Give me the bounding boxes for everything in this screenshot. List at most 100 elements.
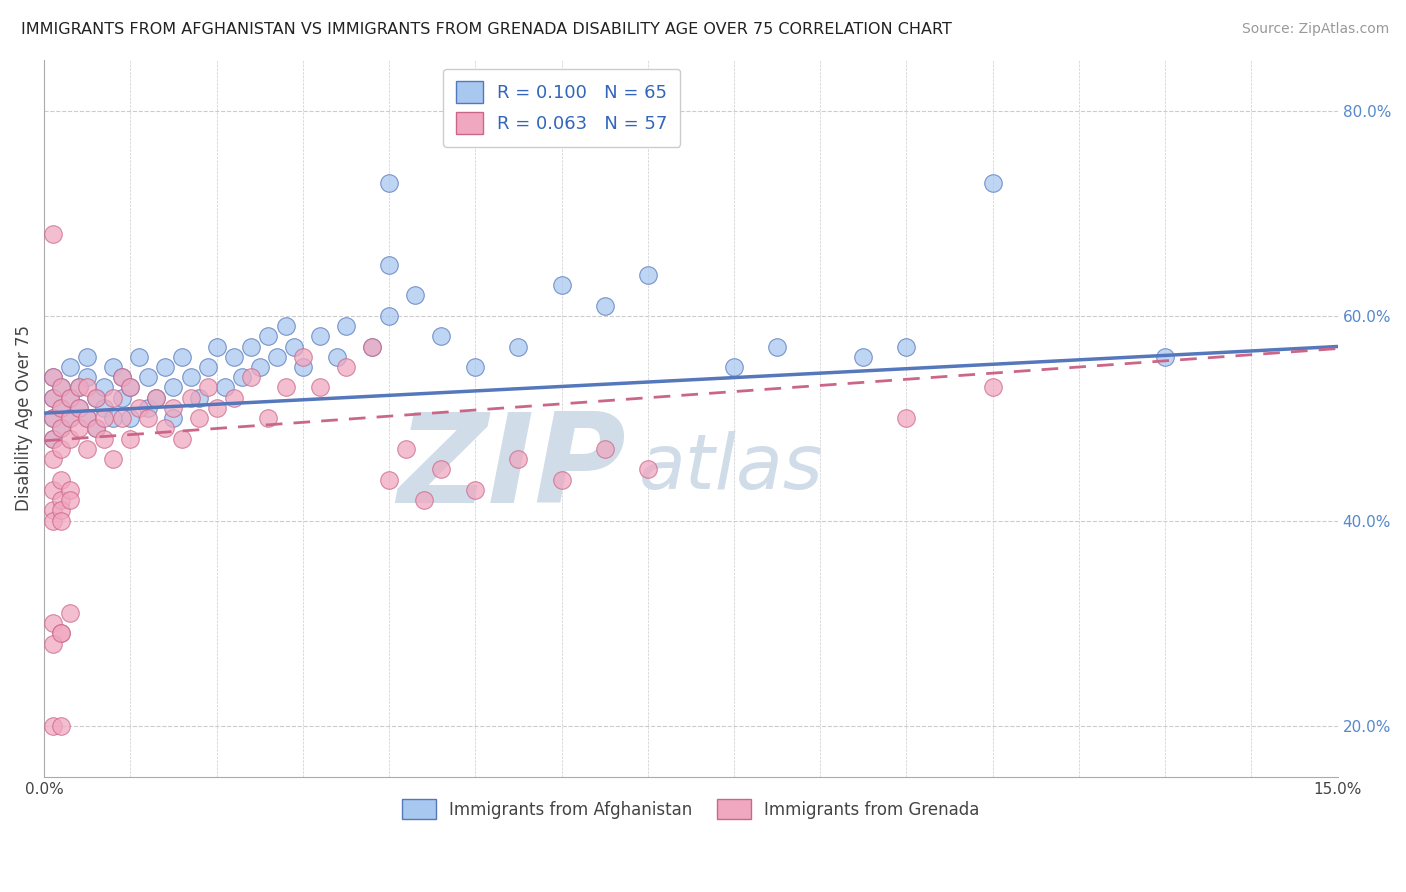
Point [188, 411, 211, 425]
Point [51, 514, 73, 528]
Point [378, 258, 401, 272]
Point [51, 626, 73, 640]
Point [111, 391, 134, 405]
Point [51, 421, 73, 435]
Y-axis label: Disability Age Over 75: Disability Age Over 75 [15, 326, 32, 511]
Point [76, 370, 98, 384]
Point [378, 176, 401, 190]
Point [128, 350, 150, 364]
Point [205, 339, 228, 353]
Point [335, 318, 357, 333]
Point [136, 370, 159, 384]
Point [59, 432, 82, 446]
Point [283, 339, 305, 353]
Point [637, 462, 659, 476]
Point [101, 411, 124, 425]
Point [266, 350, 288, 364]
Point [291, 359, 314, 374]
Point [76, 442, 98, 456]
Point [101, 452, 124, 467]
Point [120, 432, 142, 446]
Point [42, 637, 65, 651]
Point [257, 411, 280, 425]
Text: atlas: atlas [640, 432, 824, 506]
Point [42, 432, 65, 446]
Point [240, 339, 263, 353]
Point [111, 370, 134, 384]
Point [464, 359, 486, 374]
Point [51, 503, 73, 517]
Point [51, 493, 73, 508]
Point [981, 380, 1004, 394]
Point [162, 411, 184, 425]
Point [214, 380, 236, 394]
Point [136, 401, 159, 415]
Text: Source: ZipAtlas.com: Source: ZipAtlas.com [1241, 22, 1389, 37]
Point [76, 350, 98, 364]
Point [111, 370, 134, 384]
Point [981, 176, 1004, 190]
Point [101, 359, 124, 374]
Point [51, 401, 73, 415]
Point [766, 339, 789, 353]
Point [76, 380, 98, 394]
Point [42, 227, 65, 241]
Point [172, 350, 194, 364]
Point [51, 473, 73, 487]
Point [550, 473, 572, 487]
Point [197, 380, 219, 394]
Point [67, 401, 90, 415]
Point [42, 514, 65, 528]
Point [67, 380, 90, 394]
Point [153, 421, 176, 435]
Point [42, 411, 65, 425]
Point [326, 350, 349, 364]
Point [309, 380, 332, 394]
Point [404, 288, 426, 302]
Point [93, 401, 115, 415]
Point [59, 483, 82, 497]
Point [430, 462, 453, 476]
Point [896, 339, 918, 353]
Point [360, 339, 382, 353]
Point [59, 411, 82, 425]
Point [59, 493, 82, 508]
Point [896, 411, 918, 425]
Point [67, 401, 90, 415]
Point [162, 401, 184, 415]
Point [257, 329, 280, 343]
Point [51, 421, 73, 435]
Point [145, 391, 167, 405]
Point [42, 370, 65, 384]
Text: IMMIGRANTS FROM AFGHANISTAN VS IMMIGRANTS FROM GRENADA DISABILITY AGE OVER 75 CO: IMMIGRANTS FROM AFGHANISTAN VS IMMIGRANT… [21, 22, 952, 37]
Point [120, 380, 142, 394]
Point [42, 391, 65, 405]
Point [42, 503, 65, 517]
Point [205, 401, 228, 415]
Point [42, 483, 65, 497]
Point [42, 391, 65, 405]
Point [42, 370, 65, 384]
Point [430, 329, 453, 343]
Point [76, 411, 98, 425]
Point [67, 380, 90, 394]
Point [76, 411, 98, 425]
Point [59, 359, 82, 374]
Point [335, 359, 357, 374]
Point [59, 411, 82, 425]
Point [120, 411, 142, 425]
Point [412, 493, 434, 508]
Point [1154, 350, 1177, 364]
Point [51, 718, 73, 732]
Point [197, 359, 219, 374]
Point [852, 350, 875, 364]
Point [51, 626, 73, 640]
Point [180, 370, 202, 384]
Point [93, 432, 115, 446]
Text: ZIP: ZIP [398, 408, 626, 529]
Point [249, 359, 271, 374]
Point [67, 421, 90, 435]
Point [42, 452, 65, 467]
Point [136, 411, 159, 425]
Point [274, 380, 297, 394]
